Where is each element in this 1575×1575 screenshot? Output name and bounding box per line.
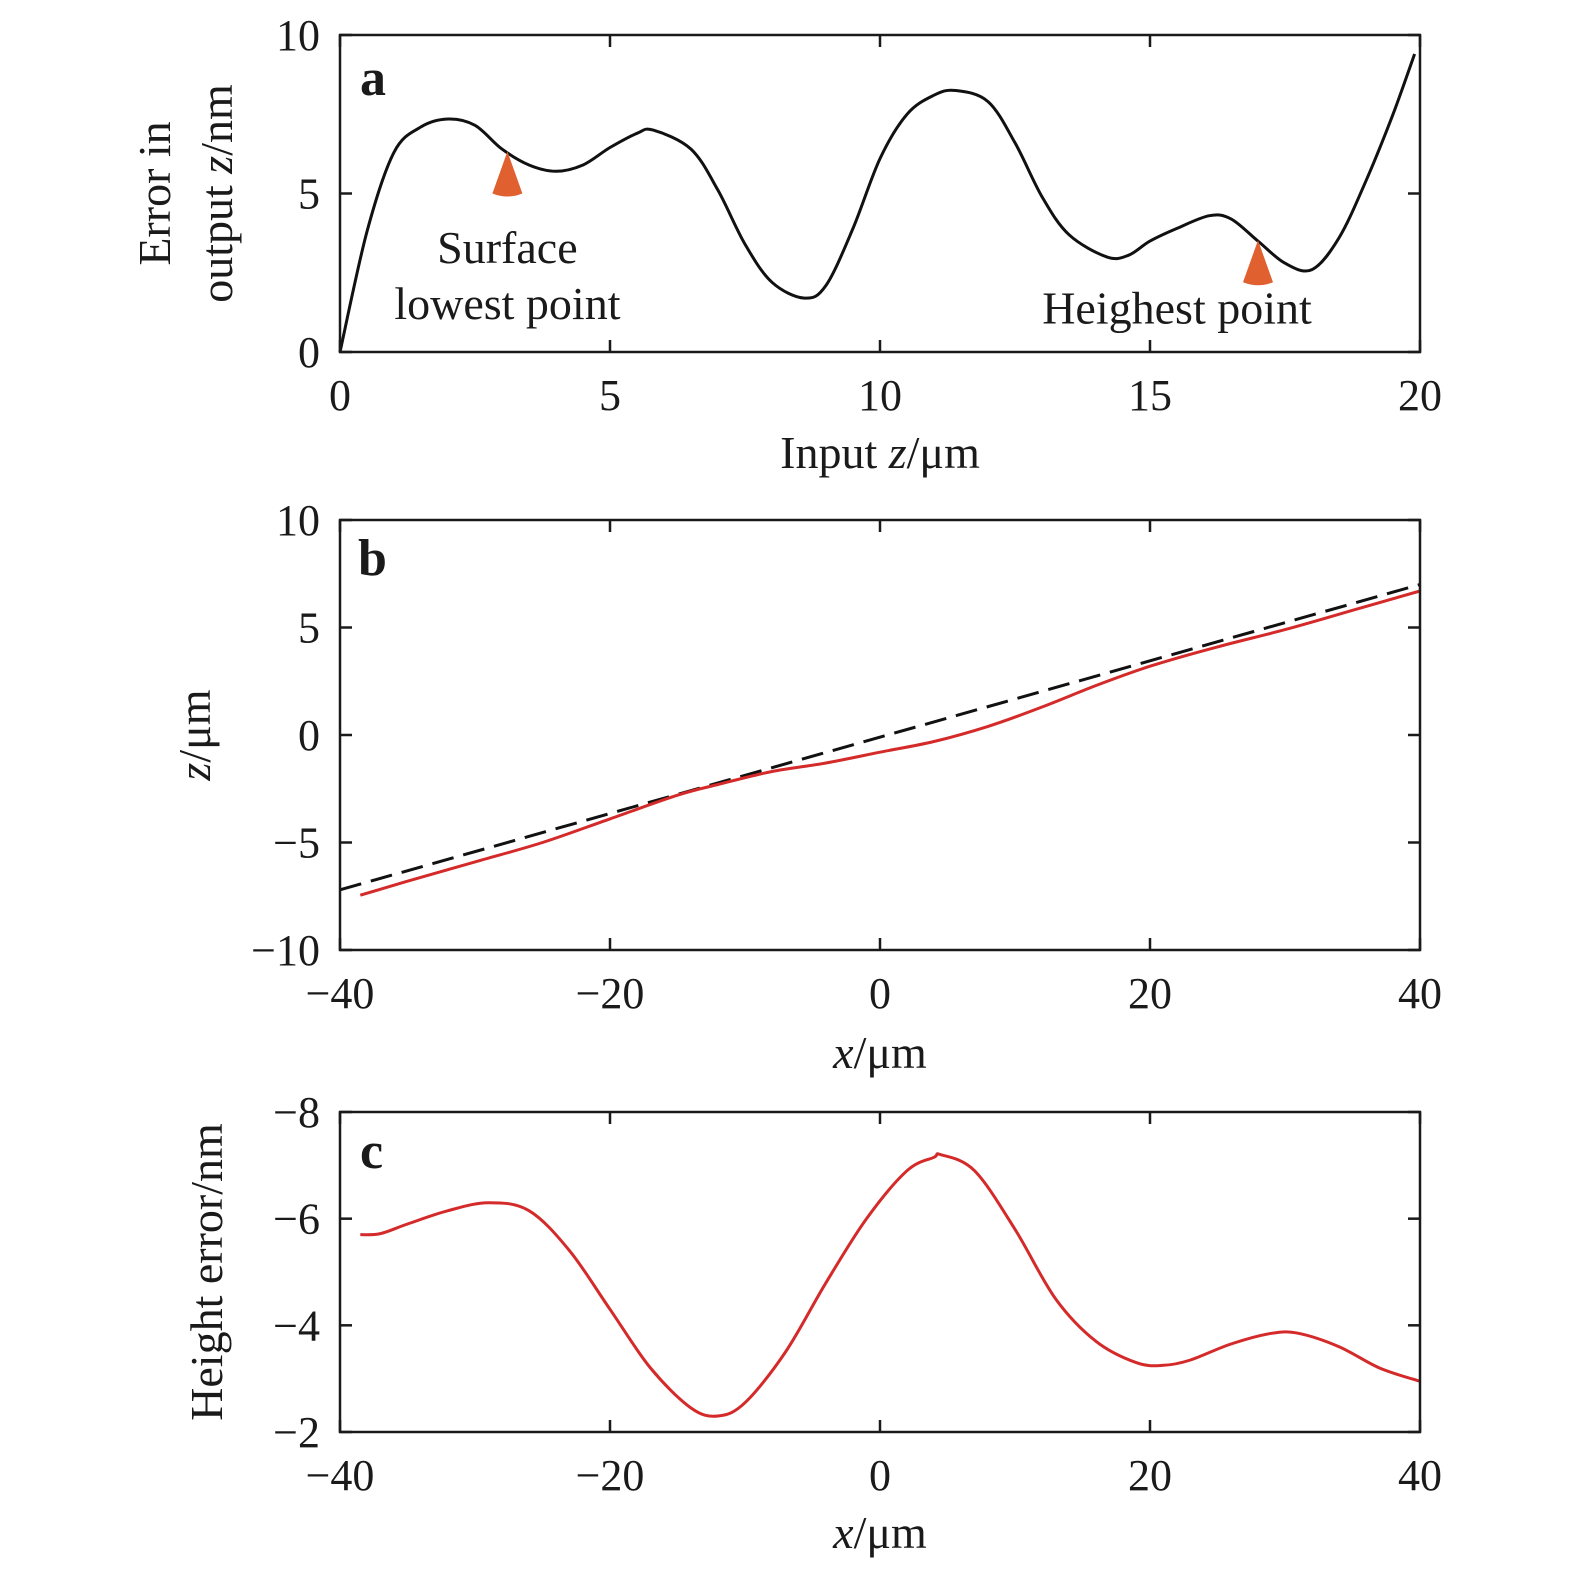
panel-letter: c	[360, 1123, 383, 1180]
x-tick-label: −20	[576, 1451, 645, 1500]
plot-frame	[338, 518, 1422, 952]
x-tick-label: 0	[869, 1451, 891, 1500]
y-axis-label: output z/nm	[191, 84, 242, 303]
y-axis-label: Height error/nm	[181, 1123, 232, 1421]
panel-c: −40 −20 0 20 40 −8 −6 −4 −2 x/μm Height error/nm c	[181, 1088, 1442, 1558]
y-tick-label: 5	[298, 604, 320, 653]
x-tick-label: 20	[1398, 371, 1442, 420]
plot-frame	[338, 1110, 1422, 1434]
x-tick-label: −20	[576, 969, 645, 1018]
y-axis-label: z/μm	[169, 689, 220, 781]
x-tick-label: 20	[1128, 1451, 1172, 1500]
panel-b: −40 −20 0 20 40 −10 −5 0 5 10 x/μm z/μm b	[169, 496, 1442, 1078]
y-axis-label: Error in	[129, 121, 180, 265]
y-tick-label: −8	[273, 1088, 320, 1137]
x-tick-label: 10	[858, 371, 902, 420]
x-tick-label: −40	[306, 1451, 375, 1500]
x-tick-label: 0	[869, 969, 891, 1018]
x-axis-label: x/μm	[832, 1507, 927, 1558]
series-line-1	[360, 1152, 1421, 1418]
series-line-1	[338, 53, 1417, 353]
x-tick-label: −40	[306, 969, 375, 1018]
point-marker	[492, 151, 523, 197]
y-tick-label: −4	[273, 1301, 320, 1350]
x-tick-label: 0	[329, 371, 351, 420]
x-tick-label: 5	[599, 371, 621, 420]
point-marker	[1243, 240, 1273, 286]
panel-letter: a	[360, 50, 386, 107]
panel-letter: b	[358, 530, 387, 587]
x-tick-label: 15	[1128, 371, 1172, 420]
x-tick-label: 20	[1128, 969, 1172, 1018]
y-tick-label: 10	[276, 11, 320, 60]
x-tick-label: 40	[1398, 1451, 1442, 1500]
annotation-text: Surface lowest point	[394, 222, 620, 329]
series-line-2	[359, 589, 1421, 897]
y-tick-label: −5	[273, 819, 320, 868]
y-tick-label: 5	[298, 170, 320, 219]
annotation-text: Heighest point	[1042, 282, 1312, 333]
x-axis-label: Input z/μm	[780, 427, 980, 478]
y-tick-label: 10	[276, 496, 320, 545]
y-tick-label: 0	[298, 328, 320, 377]
x-axis-label: x/μm	[832, 1027, 927, 1078]
y-tick-label: −2	[273, 1408, 320, 1457]
y-tick-label: −6	[273, 1195, 320, 1244]
y-tick-label: 0	[298, 711, 320, 760]
series-line-1	[339, 583, 1421, 892]
x-tick-label: 40	[1398, 969, 1442, 1018]
y-tick-label: −10	[251, 926, 320, 975]
panel-a: 0 5 10 15 20 0 5 10 Input z/μm Error in output z/n…	[129, 11, 1442, 478]
